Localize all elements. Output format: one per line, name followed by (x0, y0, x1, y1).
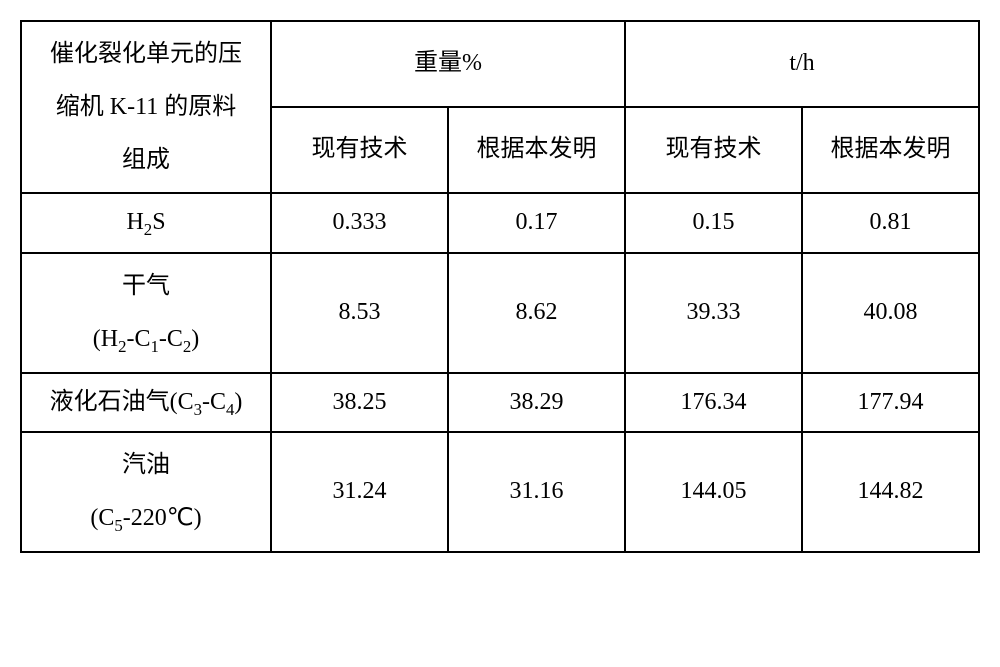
cell-value: 0.15 (625, 193, 802, 253)
cell-value: 39.33 (625, 253, 802, 373)
subheader-invention-1: 根据本发明 (448, 107, 625, 193)
table-body: H2S0.3330.170.150.81干气(H2-C1-C2)8.538.62… (21, 193, 979, 552)
table-row: 汽油(C5-220℃)31.2431.16144.05144.82 (21, 432, 979, 552)
cell-value: 8.62 (448, 253, 625, 373)
table-row: 干气(H2-C1-C2)8.538.6239.3340.08 (21, 253, 979, 373)
table-row: 液化石油气(C3-C4)38.2538.29176.34177.94 (21, 373, 979, 433)
header-group-th: t/h (625, 21, 979, 107)
row-label: 汽油(C5-220℃) (21, 432, 271, 552)
cell-value: 31.16 (448, 432, 625, 552)
table-head: 催化裂化单元的压缩机 K-11 的原料组成 重量% t/h 现有技术 根据本发明… (21, 21, 979, 193)
row-label: H2S (21, 193, 271, 253)
cell-value: 144.82 (802, 432, 979, 552)
table-row: H2S0.3330.170.150.81 (21, 193, 979, 253)
header-row-label: 催化裂化单元的压缩机 K-11 的原料组成 (21, 21, 271, 193)
cell-value: 31.24 (271, 432, 448, 552)
subheader-invention-2: 根据本发明 (802, 107, 979, 193)
cell-value: 0.17 (448, 193, 625, 253)
subheader-prior-art-2: 现有技术 (625, 107, 802, 193)
cell-value: 38.29 (448, 373, 625, 433)
cell-value: 8.53 (271, 253, 448, 373)
cell-value: 0.81 (802, 193, 979, 253)
cell-value: 40.08 (802, 253, 979, 373)
row-label: 液化石油气(C3-C4) (21, 373, 271, 433)
cell-value: 176.34 (625, 373, 802, 433)
header-row-1: 催化裂化单元的压缩机 K-11 的原料组成 重量% t/h (21, 21, 979, 107)
cell-value: 144.05 (625, 432, 802, 552)
cell-value: 177.94 (802, 373, 979, 433)
subheader-prior-art-1: 现有技术 (271, 107, 448, 193)
row-label: 干气(H2-C1-C2) (21, 253, 271, 373)
cell-value: 38.25 (271, 373, 448, 433)
cell-value: 0.333 (271, 193, 448, 253)
header-group-weight: 重量% (271, 21, 625, 107)
data-table: 催化裂化单元的压缩机 K-11 的原料组成 重量% t/h 现有技术 根据本发明… (20, 20, 980, 553)
